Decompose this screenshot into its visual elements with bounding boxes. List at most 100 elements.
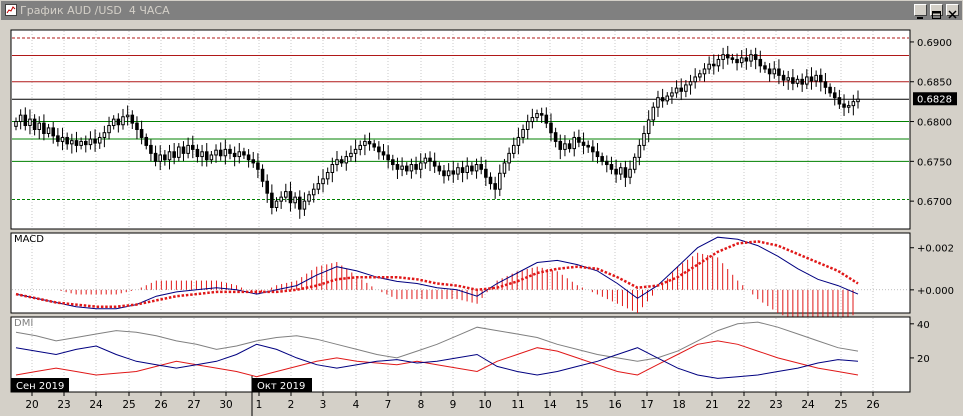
- current-price-label: 0.6828: [917, 94, 952, 105]
- candle: [460, 160, 465, 183]
- candle: [293, 192, 297, 209]
- candle: [37, 116, 42, 140]
- candle: [153, 145, 158, 167]
- candle: [735, 53, 739, 71]
- candle: [260, 164, 265, 188]
- price-tick-label: 0.6850: [917, 78, 952, 89]
- candle: [70, 133, 74, 154]
- candle: [605, 155, 609, 173]
- candle: [842, 94, 846, 116]
- time-tick-label: 9: [450, 399, 457, 411]
- dmi-grid: [31, 318, 874, 391]
- candle: [819, 68, 823, 92]
- close-button[interactable]: [946, 4, 959, 19]
- candle: [777, 59, 781, 85]
- candle: [42, 114, 46, 141]
- month-badge-oct: Окт 2019: [252, 378, 312, 392]
- candle: [493, 176, 497, 199]
- candle: [363, 134, 367, 156]
- candle: [767, 63, 772, 82]
- candle: [228, 144, 232, 160]
- candle: [325, 167, 330, 185]
- candle: [321, 169, 325, 193]
- candle: [516, 127, 521, 155]
- minimize-button[interactable]: [914, 4, 927, 19]
- candle: [567, 139, 572, 153]
- time-tick-label: 14: [543, 399, 557, 411]
- candle: [56, 128, 60, 147]
- candle: [753, 47, 758, 70]
- maximize-button[interactable]: [930, 4, 943, 19]
- candle: [353, 139, 358, 163]
- candle: [805, 69, 809, 90]
- time-tick-label: 8: [418, 399, 425, 411]
- dmi-adx-line: [15, 321, 859, 362]
- time-tick-label: 10: [478, 399, 491, 411]
- candle: [149, 139, 153, 162]
- candle: [358, 140, 363, 156]
- candle: [758, 50, 763, 73]
- candle: [521, 124, 525, 144]
- candle: [79, 137, 83, 150]
- candle: [232, 146, 237, 167]
- macd-grid: [31, 234, 874, 312]
- candle: [642, 125, 646, 151]
- dmi-pane[interactable]: [10, 316, 911, 393]
- candle: [246, 149, 251, 168]
- candle: [539, 107, 544, 123]
- candle: [223, 139, 228, 165]
- candle: [791, 69, 795, 91]
- candle: [423, 153, 428, 169]
- chart-canvas[interactable]: 0.6700 0.6750 0.6800 0.6850 0.6900 0.6828 MAC…: [0, 20, 963, 416]
- candle: [795, 75, 800, 88]
- candle: [404, 162, 409, 175]
- candle: [488, 172, 493, 190]
- candle: [181, 141, 186, 162]
- candle: [372, 139, 376, 151]
- candle: [18, 109, 23, 130]
- candle: [577, 129, 581, 148]
- candle: [786, 70, 791, 90]
- candle: [93, 129, 97, 152]
- candle: [400, 157, 404, 177]
- candle: [744, 48, 749, 70]
- macd-title: MACD: [14, 234, 44, 245]
- candle: [190, 135, 195, 159]
- candle: [772, 61, 777, 79]
- dmi-title: DMI: [14, 318, 33, 329]
- time-tick-label: 4: [353, 399, 360, 411]
- candle: [242, 147, 246, 159]
- candle: [623, 160, 628, 187]
- candle: [218, 142, 223, 161]
- candle: [135, 116, 139, 140]
- candle: [83, 135, 88, 153]
- candle: [470, 162, 474, 175]
- candle: [209, 150, 214, 164]
- candle: [498, 164, 502, 197]
- time-tick-label: 24: [801, 399, 815, 411]
- candle: [525, 114, 530, 140]
- candle: [656, 90, 660, 117]
- current-price-badge: [913, 92, 957, 106]
- candle: [530, 108, 535, 129]
- candle: [544, 107, 549, 129]
- candle: [563, 135, 567, 157]
- time-tick-label: 21: [705, 399, 718, 411]
- time-tick-label: 18: [672, 399, 685, 411]
- candle: [316, 175, 321, 195]
- macd-lines: [12, 236, 909, 327]
- macd-tick-label: +0.000: [917, 286, 954, 297]
- candle: [167, 144, 172, 170]
- price-pane[interactable]: [10, 29, 911, 230]
- close-icon: [948, 10, 957, 19]
- candle: [618, 162, 623, 180]
- candle: [297, 190, 302, 219]
- time-tick-label: 1: [256, 399, 263, 411]
- title-bar[interactable]: График AUD /USD 4 ЧАСА: [1, 1, 962, 20]
- candle: [553, 127, 558, 148]
- candle: [572, 131, 577, 157]
- candle: [679, 78, 684, 101]
- candle: [698, 69, 702, 81]
- dmi-tick-label: 20: [917, 354, 930, 365]
- candle: [14, 117, 18, 131]
